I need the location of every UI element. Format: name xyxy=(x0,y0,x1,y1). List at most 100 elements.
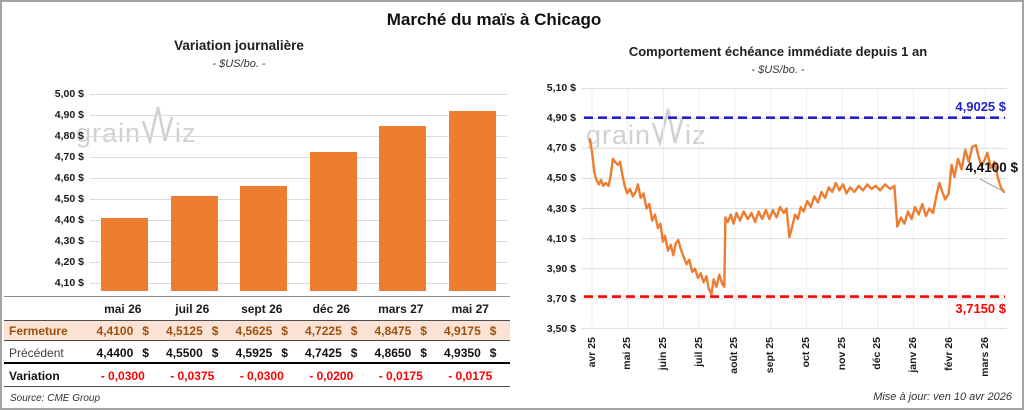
bar-chart-gridline xyxy=(90,156,507,158)
line-chart-y-tick-label: 3,70 $ xyxy=(546,292,576,305)
bar-juil-26 xyxy=(170,196,218,291)
bar-chart-gridline xyxy=(90,282,507,284)
currency: $ xyxy=(211,323,219,338)
grainwiz-watermark: grain iz xyxy=(76,103,197,148)
updated-note: Mise à jour: ven 10 avr 2026 xyxy=(873,391,1012,403)
line-chart-y-tick-label: 5,10 $ xyxy=(546,82,576,94)
bar-chart-gridline xyxy=(90,94,507,95)
x-tick-label: avr 25 xyxy=(585,337,598,368)
x-tick-label: juin 25 xyxy=(657,337,669,371)
category-label: sept 26 xyxy=(241,302,283,316)
x-tick-label: mars 26 xyxy=(978,337,991,377)
table-cell: 4,5625 $ xyxy=(227,324,297,338)
table-cell: - 0,0175 xyxy=(436,369,506,383)
table-cell: 4,5125 $ xyxy=(158,324,228,338)
line-chart-title: Comportement échéance immédiate depuis 1… xyxy=(628,44,928,59)
price-series-line xyxy=(588,138,1005,296)
watermark-text-prefix: grain xyxy=(586,120,652,150)
watermark-text-prefix: grain xyxy=(76,118,142,148)
value: 4,5500 xyxy=(166,345,203,360)
x-tick-label: juil 25 xyxy=(692,337,705,367)
table-cell: 4,5925 $ xyxy=(227,346,297,360)
value: - 0,0175 xyxy=(378,369,423,383)
table-cell: - 0,0375 xyxy=(158,369,228,383)
watermark-text-suffix: iz xyxy=(685,120,707,150)
value: - 0,0375 xyxy=(170,369,215,383)
value: - 0,0200 xyxy=(309,369,354,383)
currency: $ xyxy=(350,323,358,338)
line-chart-y-tick-label: 3,50 $ xyxy=(546,323,576,335)
currency: $ xyxy=(489,345,497,360)
bar-chart-y-tick-label: 4,40 $ xyxy=(54,213,84,226)
line-chart-y-tick-label: 4,90 $ xyxy=(546,112,576,125)
table-cell: 4,5500 $ xyxy=(158,346,228,360)
table-cell: 4,7425 $ xyxy=(297,346,367,360)
value: 4,4100 xyxy=(96,323,134,338)
value: - 0,0300 xyxy=(100,369,145,383)
currency: $ xyxy=(142,323,149,338)
table-cell: 4,8650 $ xyxy=(366,346,436,360)
table-cell: 4,4100 $ xyxy=(88,324,158,338)
category-label: juil 26 xyxy=(175,302,210,316)
lower-ref-line-label: 3,7150 $ xyxy=(955,301,1006,316)
line-chart-y-tick-label: 4,10 $ xyxy=(546,232,576,245)
table-cell: - 0,0300 xyxy=(88,369,158,383)
last-price-leader-line xyxy=(979,178,1003,192)
bar-chart-y-tick-label: 4,10 $ xyxy=(54,276,84,289)
source-note: Source: CME Group xyxy=(10,393,101,404)
bar-chart-y-tick-label: 5,00 $ xyxy=(54,88,84,100)
watermark-text-suffix: iz xyxy=(175,118,197,148)
x-tick-label: nov 25 xyxy=(835,337,848,371)
price-line-chart xyxy=(582,88,1007,329)
grainwiz-watermark: grain iz xyxy=(586,105,707,150)
value: 4,5925 xyxy=(235,345,273,360)
bar-chart-gridline xyxy=(90,115,507,116)
table-cell: 4,9175 $ xyxy=(436,324,506,338)
row-label: Variation xyxy=(9,369,60,383)
bar-chart-y-tick-label: 4,30 $ xyxy=(54,234,84,247)
value: 4,5125 xyxy=(166,323,203,338)
x-tick-label: sept 25 xyxy=(764,337,777,374)
table-row-precedent: Précédent 4,4400 $ 4,5500 $ 4,5925 $ 4,7425… xyxy=(4,343,510,364)
upper-ref-line-label: 4,9025 $ xyxy=(955,99,1006,114)
bar-mars-27 xyxy=(379,126,426,291)
page-title: Marché du maïs à Chicago xyxy=(386,10,602,29)
bar-chart-y-tick-label: 4,70 $ xyxy=(54,150,84,163)
category-label: mars 27 xyxy=(378,302,424,316)
currency: $ xyxy=(420,345,427,360)
category-label: déc 26 xyxy=(312,302,350,316)
line-chart-y-tick-label: 3,90 $ xyxy=(546,262,576,275)
currency: $ xyxy=(489,323,497,338)
value: 4,9175 xyxy=(444,323,481,338)
table-row-variation: Variation - 0,0300 - 0,0375 - 0,0300 - 0… xyxy=(4,366,510,387)
bar-chart-category-row: mai 26 juil 26 sept 26 déc 26 mars 27 ma… xyxy=(4,296,510,320)
bar-chart-y-tick-label: 4,20 $ xyxy=(54,255,84,268)
value: 4,9350 xyxy=(444,345,481,360)
value: 4,7425 xyxy=(305,345,342,360)
bar-chart-subtitle: - $US/bo. - xyxy=(212,58,266,70)
currency: $ xyxy=(350,345,358,360)
x-tick-label: mai 25 xyxy=(621,337,634,370)
last-price-label: 4,4100 $ xyxy=(965,160,1018,175)
x-tick-label: oct 25 xyxy=(799,337,812,368)
bar-déc-26 xyxy=(309,152,357,291)
value: 4,5625 xyxy=(235,323,273,338)
line-chart-y-tick-label: 4,70 $ xyxy=(546,142,576,155)
watermark-w-icon xyxy=(651,108,684,147)
table-cell: - 0,0175 xyxy=(366,369,436,383)
bar-chart-y-tick-label: 4,80 $ xyxy=(54,129,84,142)
table-cell: 4,9350 $ xyxy=(436,346,506,360)
table-row-fermeture: Fermeture 4,4100 $ 4,5125 $ 4,5625 $ 4,7225… xyxy=(4,320,510,341)
bar-chart-y-tick-label: 4,60 $ xyxy=(54,171,84,184)
x-tick-label: août 25 xyxy=(728,337,741,374)
watermark-w-icon xyxy=(141,106,174,145)
currency: $ xyxy=(281,323,288,338)
currency: $ xyxy=(281,345,288,360)
value: 4,8650 xyxy=(374,345,412,360)
table-cell: 4,4400 $ xyxy=(88,346,158,360)
bar-chart-gridline xyxy=(90,198,507,200)
category-label: mai 27 xyxy=(451,302,489,316)
bar-chart-y-tick-label: 4,50 $ xyxy=(54,192,84,205)
value: 4,4400 xyxy=(96,345,134,360)
